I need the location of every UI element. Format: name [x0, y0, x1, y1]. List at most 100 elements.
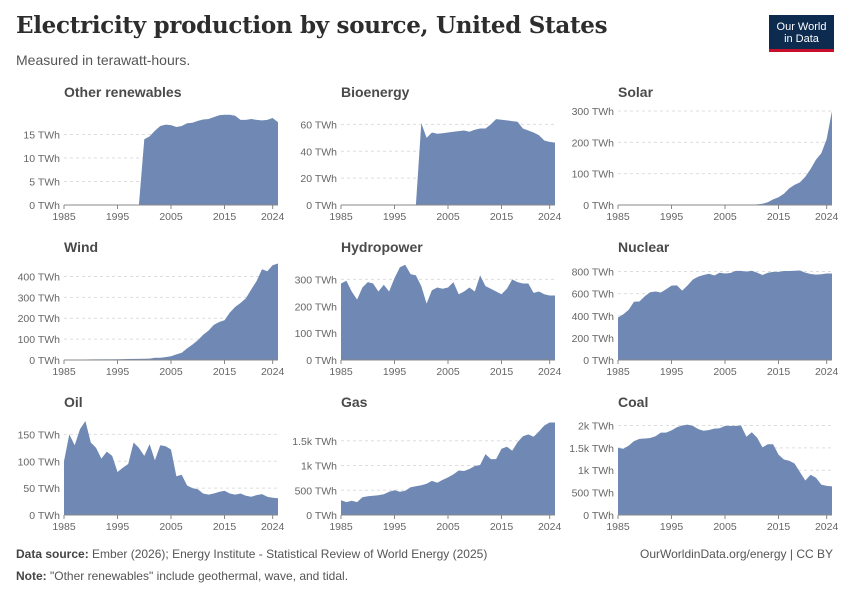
y-tick-label: 100 TWh [572, 169, 615, 181]
y-tick-label: 500 TWh [295, 485, 338, 497]
panel-title: Other renewables [64, 84, 182, 100]
x-tick-label: 2024 [815, 521, 839, 533]
area-series-oil [64, 421, 278, 515]
x-tick-label: 1985 [329, 211, 353, 223]
y-tick-label: 400 TWh [572, 311, 615, 323]
small-multiples-chart: Other renewables 0 TWh 5 TWh 10 TWh 15 TWh 19… [18, 84, 839, 533]
panel-coal: Coal 0 TWh 500 TWh 1k TWh 1.5k TWh 2k TWh 1985… [569, 394, 838, 533]
x-tick-label: 2024 [815, 211, 839, 223]
panel-wind: Wind 0 TWh 100 TWh 200 TWh 300 TWh 400 TWh 198… [18, 239, 285, 378]
panel-hydropower: Hydropower 0 TWh 100 TWh 200 TWh 300 TWh 1985… [295, 239, 562, 378]
y-tick-label: 100 TWh [295, 328, 338, 340]
y-tick-label: 1k TWh [578, 465, 614, 477]
area-series-nuclear [618, 270, 832, 360]
y-tick-label: 500 TWh [572, 488, 615, 500]
x-tick-label: 2015 [490, 211, 514, 223]
area-series-hydropower [341, 264, 555, 360]
x-tick-label: 1985 [606, 211, 630, 223]
y-tick-label: 1k TWh [301, 461, 337, 473]
x-tick-label: 2005 [159, 366, 183, 378]
x-tick-label: 1995 [383, 366, 407, 378]
y-tick-label: 5 TWh [29, 177, 60, 189]
y-tick-label: 300 TWh [18, 292, 61, 304]
x-tick-label: 1985 [52, 211, 76, 223]
page-subtitle: Measured in terawatt-hours. [16, 52, 191, 68]
panel-title: Bioenergy [341, 84, 410, 100]
panel-bioenergy: Bioenergy 0 TWh 20 TWh 40 TWh 60 TWh 1985 1995… [300, 84, 561, 223]
x-tick-label: 2005 [436, 211, 460, 223]
y-tick-label: 600 TWh [572, 289, 615, 301]
x-tick-label: 2024 [261, 211, 285, 223]
x-tick-label: 2015 [490, 366, 514, 378]
panel-gas: Gas 0 TWh 500 TWh 1k TWh 1.5k TWh 1985 1995 200… [292, 394, 561, 533]
y-tick-label: 100 TWh [18, 456, 61, 468]
y-tick-label: 10 TWh [23, 153, 60, 165]
x-tick-label: 2015 [213, 211, 237, 223]
x-tick-label: 1985 [52, 366, 76, 378]
area-series-bioenergy [341, 119, 555, 205]
y-tick-label: 20 TWh [300, 173, 337, 185]
panel-title: Gas [341, 394, 368, 410]
x-tick-label: 1995 [106, 521, 130, 533]
note-text: "Other renewables" include geothermal, w… [46, 569, 349, 583]
owid-logo[interactable]: Our World in Data [769, 15, 834, 52]
x-tick-label: 2024 [538, 366, 562, 378]
y-tick-label: 0 TWh [306, 200, 337, 212]
y-tick-label: 300 TWh [572, 106, 615, 118]
y-tick-label: 50 TWh [23, 483, 60, 495]
panel-title: Nuclear [618, 239, 670, 255]
panel-nuclear: Nuclear 0 TWh 200 TWh 400 TWh 600 TWh 800 TWh… [572, 239, 839, 378]
data-source-text: Ember (2026); Energy Institute - Statist… [88, 547, 488, 561]
x-tick-label: 1985 [329, 366, 353, 378]
y-tick-label: 0 TWh [29, 200, 60, 212]
y-tick-label: 800 TWh [572, 267, 615, 279]
y-tick-label: 15 TWh [23, 130, 60, 142]
x-tick-label: 2015 [213, 366, 237, 378]
x-tick-label: 2024 [261, 366, 285, 378]
page-title: Electricity production by source, United… [16, 12, 608, 39]
panel-oil: Oil 0 TWh 50 TWh 100 TWh 150 TWh 1985 1995 2005… [18, 394, 285, 533]
data-source: Data source: Ember (2026); Energy Instit… [16, 547, 487, 561]
x-tick-label: 1985 [606, 521, 630, 533]
x-tick-label: 1995 [383, 211, 407, 223]
y-tick-label: 300 TWh [295, 274, 338, 286]
x-tick-label: 2005 [713, 366, 737, 378]
y-tick-label: 1.5k TWh [292, 436, 337, 448]
panel-solar: Solar 0 TWh 100 TWh 200 TWh 300 TWh 1985 1995 2… [572, 84, 839, 223]
area-series-solar [618, 111, 832, 205]
y-tick-label: 0 TWh [29, 510, 60, 522]
area-series-wind [64, 263, 278, 360]
y-tick-label: 100 TWh [18, 334, 61, 346]
y-tick-label: 0 TWh [583, 200, 614, 212]
note-label: Note: [16, 569, 47, 583]
y-tick-label: 200 TWh [572, 333, 615, 345]
x-tick-label: 2024 [815, 366, 839, 378]
y-tick-label: 150 TWh [18, 429, 61, 441]
y-tick-label: 1.5k TWh [569, 443, 614, 455]
area-series-other-renewables [64, 114, 278, 205]
panel-title: Hydropower [341, 239, 423, 255]
x-tick-label: 2005 [713, 521, 737, 533]
data-source-label: Data source: [16, 547, 89, 561]
x-tick-label: 1995 [660, 521, 684, 533]
x-tick-label: 2005 [436, 366, 460, 378]
y-tick-label: 0 TWh [306, 355, 337, 367]
x-tick-label: 2024 [538, 521, 562, 533]
x-tick-label: 2015 [767, 366, 791, 378]
y-tick-label: 200 TWh [295, 301, 338, 313]
x-tick-label: 2015 [767, 211, 791, 223]
x-tick-label: 1995 [106, 366, 130, 378]
x-tick-label: 1985 [52, 521, 76, 533]
area-series-gas [341, 422, 555, 515]
panel-title: Oil [64, 394, 83, 410]
note: Note: "Other renewables" include geother… [16, 569, 348, 583]
credit-link[interactable]: OurWorldinData.org/energy | CC BY [640, 547, 833, 561]
x-tick-label: 2005 [713, 211, 737, 223]
panel-title: Wind [64, 239, 98, 255]
x-tick-label: 2005 [436, 521, 460, 533]
x-tick-label: 1985 [329, 521, 353, 533]
y-tick-label: 40 TWh [300, 146, 337, 158]
y-tick-label: 200 TWh [18, 313, 61, 325]
x-tick-label: 2015 [213, 521, 237, 533]
logo-line-2: in Data [784, 33, 819, 45]
